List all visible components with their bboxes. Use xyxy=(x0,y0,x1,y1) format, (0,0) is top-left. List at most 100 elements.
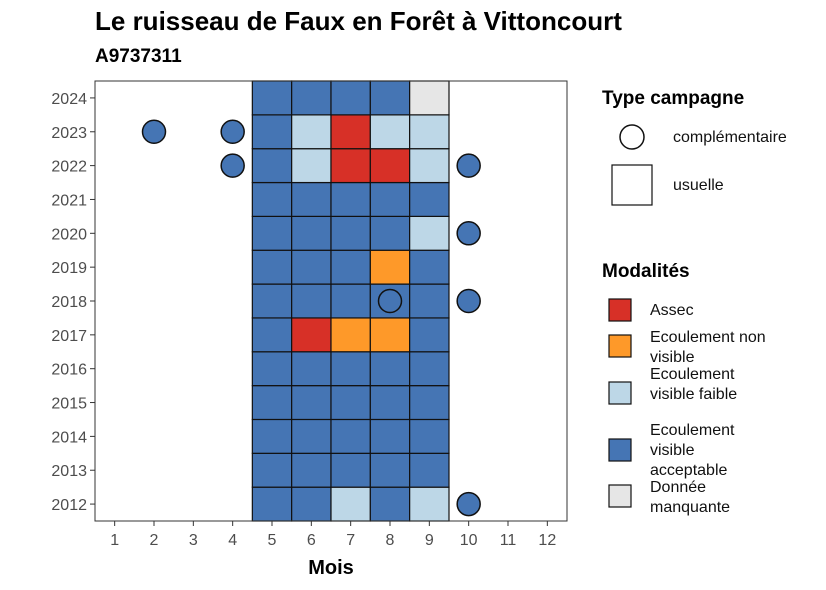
legend-label-assec: Assec xyxy=(650,302,694,319)
heatmap-cell-2016-8 xyxy=(369,351,411,387)
legend-modalities-title: Modalités xyxy=(602,261,690,282)
heatmap-cell-2012-7 xyxy=(330,486,371,522)
x-axis-label: Mois xyxy=(308,557,354,579)
heatmap-cell-2015-7 xyxy=(330,385,371,421)
y-tick-label-2022: 2022 xyxy=(51,159,87,176)
heatmap-cell-2022-5 xyxy=(251,148,293,184)
heatmap-cell-2021-6 xyxy=(291,181,332,217)
heatmap-cell-2015-8 xyxy=(369,385,411,421)
heatmap-cell-2013-6 xyxy=(291,452,332,488)
legend-campaign-title: Type campagne xyxy=(602,88,745,109)
heatmap-cell-2014-6 xyxy=(291,418,332,454)
heatmap-cell-2012-9 xyxy=(409,486,450,522)
heatmap-cell-2023-8 xyxy=(369,114,411,150)
heatmap-cell-2022-8 xyxy=(369,148,411,184)
heatmap-cell-2022-6 xyxy=(291,148,332,184)
heatmap-cell-2019-7 xyxy=(330,249,371,285)
heatmap-cell-2020-9 xyxy=(409,215,450,251)
heatmap-cell-2015-6 xyxy=(291,385,332,421)
heatmap-cell-2016-9 xyxy=(409,351,450,387)
heatmap-cell-2017-8 xyxy=(369,317,411,353)
heatmap-cell-2023-6 xyxy=(291,114,332,150)
heatmap-cell-2020-6 xyxy=(291,215,332,251)
heatmap-cell-2017-7 xyxy=(330,317,371,353)
heatmap-cell-2024-6 xyxy=(291,80,332,116)
x-tick-label-10: 10 xyxy=(460,532,478,549)
legend-campaign-label-complementaire: complémentaire xyxy=(673,129,787,146)
heatmap-cell-2021-8 xyxy=(369,181,411,217)
legend-label-manquante: Donnée manquante xyxy=(650,479,731,516)
y-tick-label-2020: 2020 xyxy=(51,226,87,243)
heatmap-cell-2024-5 xyxy=(251,80,293,116)
legend-key-nonvisible xyxy=(608,334,632,358)
x-tick-label-4: 4 xyxy=(228,532,237,549)
heatmap-cell-2018-9 xyxy=(409,283,450,319)
y-tick-label-2019: 2019 xyxy=(51,260,87,277)
heatmap-cell-2018-7 xyxy=(330,283,371,319)
heatmap-cell-2019-6 xyxy=(291,249,332,285)
complementary-point-2022-10 xyxy=(456,153,481,178)
y-tick-label-2024: 2024 xyxy=(51,91,87,108)
heatmap-cell-2014-8 xyxy=(369,418,411,454)
legend-key-acceptable xyxy=(608,438,632,462)
heatmap-cell-2015-5 xyxy=(251,385,293,421)
chart-title: Le ruisseau de Faux en Forêt à Vittoncou… xyxy=(95,6,622,36)
y-tick-label-2014: 2014 xyxy=(51,429,87,446)
legend-label-nonvisible: Ecoulement non visible xyxy=(650,329,766,366)
y-tick-label-2015: 2015 xyxy=(51,396,87,413)
x-tick-label-8: 8 xyxy=(386,532,395,549)
heatmap-cell-2022-9 xyxy=(409,148,450,184)
heatmap-cell-2013-8 xyxy=(369,452,411,488)
complementary-point-2018-8 xyxy=(377,288,403,314)
heatmap-cell-2013-7 xyxy=(330,452,371,488)
heatmap-cell-2016-6 xyxy=(291,351,332,387)
heatmap-cell-2012-5 xyxy=(251,486,293,522)
chart-subtitle: A9737311 xyxy=(95,46,182,67)
heatmap-cell-2017-9 xyxy=(409,317,450,353)
heatmap-cell-2021-9 xyxy=(409,181,450,217)
heatmap-cell-2018-6 xyxy=(291,283,332,319)
y-tick-label-2017: 2017 xyxy=(51,328,87,345)
y-tick-label-2023: 2023 xyxy=(51,125,87,142)
x-tick-label-5: 5 xyxy=(268,532,277,549)
heatmap-cell-2023-5 xyxy=(251,114,293,150)
x-tick-label-6: 6 xyxy=(307,532,316,549)
y-tick-label-2018: 2018 xyxy=(51,294,87,311)
legend-label-faible: Ecoulement visible faible xyxy=(650,366,738,403)
y-tick-label-2021: 2021 xyxy=(51,192,87,209)
x-tick-label-11: 11 xyxy=(500,532,517,549)
heatmap-cell-2018-5 xyxy=(251,283,293,319)
legend-key-assec xyxy=(608,298,632,322)
heatmap-cell-2022-7 xyxy=(330,148,371,184)
heatmap-cell-2013-5 xyxy=(251,452,293,488)
complementary-point-2022-4 xyxy=(220,153,245,178)
heatmap-cell-2014-5 xyxy=(251,418,293,454)
heatmap-cell-2012-6 xyxy=(291,486,332,522)
heatmap-cell-2024-8 xyxy=(369,80,411,116)
heatmap-cell-2024-7 xyxy=(330,80,371,116)
x-tick-label-2: 2 xyxy=(150,532,159,549)
legend-label-acceptable: Ecoulement visible acceptable xyxy=(650,422,735,479)
heatmap-cell-2013-9 xyxy=(409,452,450,488)
x-tick-label-3: 3 xyxy=(189,532,198,549)
x-tick-label-7: 7 xyxy=(346,532,355,549)
heatmap-cell-2016-5 xyxy=(251,351,293,387)
complementary-point-2018-10 xyxy=(456,288,481,314)
legend-key-manquante xyxy=(608,484,632,508)
heatmap-cell-2020-8 xyxy=(369,215,411,251)
heatmap-cell-2017-6 xyxy=(291,317,332,353)
complementary-point-2012-10 xyxy=(456,491,481,517)
y-tick-label-2016: 2016 xyxy=(51,362,87,379)
complementary-point-2020-10 xyxy=(456,221,481,246)
heatmap-cell-2023-7 xyxy=(330,114,371,150)
legend-campaign-circle-key xyxy=(619,124,645,150)
heatmap-cell-2021-7 xyxy=(330,181,371,217)
heatmap-cell-2019-8 xyxy=(369,249,411,285)
complementary-point-2023-4 xyxy=(220,119,245,145)
heatmap-cell-2012-8 xyxy=(369,486,411,522)
heatmap-cell-2015-9 xyxy=(409,385,450,421)
heatmap-cell-2024-9 xyxy=(409,80,450,116)
heatmap-cell-2021-5 xyxy=(251,181,293,217)
heatmap-cell-2019-5 xyxy=(251,249,293,285)
